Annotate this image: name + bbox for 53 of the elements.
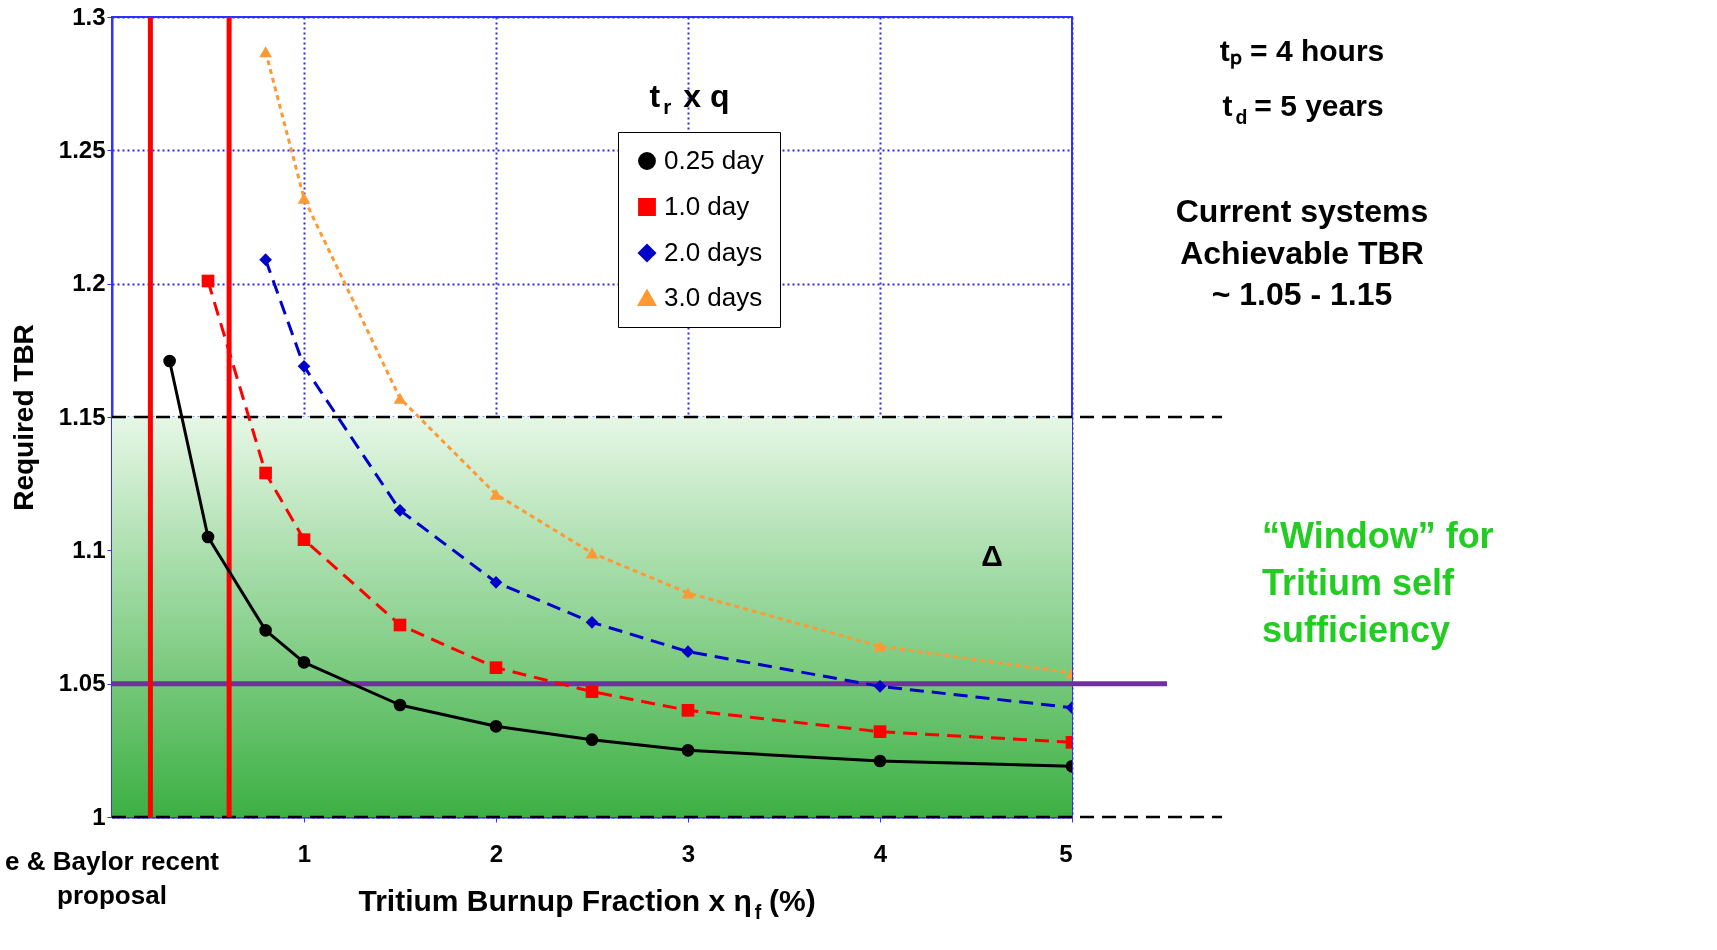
point: [259, 624, 272, 637]
point: [489, 720, 503, 733]
y-tick-label: 1.15: [58, 402, 106, 430]
point: [585, 733, 599, 746]
point: [201, 530, 215, 544]
point: [489, 488, 503, 500]
point: [201, 274, 215, 288]
point: [681, 645, 695, 658]
x-tick-label: 5: [1059, 839, 1073, 867]
text: Current systems Achievable TBR ~ 1.05 - 1.15: [1175, 193, 1429, 313]
point: [259, 46, 272, 58]
y-tick-label: 1.25: [58, 135, 106, 163]
y-tick-label: 1: [92, 802, 106, 830]
point: [393, 618, 407, 632]
point: [259, 253, 272, 266]
point: [259, 466, 272, 480]
point: [393, 698, 407, 712]
y-tick-label: 1.1: [72, 535, 106, 563]
point: [393, 392, 407, 404]
point: [585, 547, 599, 559]
point: [163, 354, 176, 368]
x-tick-label: 1: [297, 839, 312, 867]
point: [873, 640, 887, 652]
point: [489, 576, 503, 589]
point: [585, 685, 599, 698]
text: “Window” for Tritium self sufficiency: [1262, 515, 1494, 650]
point: [297, 656, 311, 669]
y-axis-title: Required TBR: [7, 324, 39, 511]
point: [297, 192, 311, 204]
text: e & Baylor recent proposal: [5, 846, 220, 910]
y-tick-label: 1.3: [72, 2, 106, 30]
legend-label: 1.0 day: [664, 191, 750, 221]
y-tick-label: 1.2: [72, 269, 106, 297]
text: tₚ = 4 hours: [1219, 34, 1385, 69]
point: [681, 744, 695, 757]
point: [393, 504, 407, 517]
point: [585, 616, 599, 629]
point: [681, 587, 695, 599]
x-tick-label: 4: [873, 839, 888, 867]
point: [297, 360, 311, 373]
x-tick-label: 3: [681, 839, 696, 867]
point: [681, 704, 695, 717]
legend-label: 2.0 days: [664, 237, 763, 267]
point: [297, 533, 311, 546]
x-tick-label: 2: [489, 839, 504, 867]
point: [873, 725, 887, 738]
annotation: Δ: [981, 539, 1003, 572]
legend-label: 0.25 day: [664, 145, 764, 175]
point: [873, 754, 887, 768]
y-tick-label: 1.05: [58, 669, 106, 697]
legend-label: 3.0 days: [664, 282, 763, 312]
point: [489, 661, 503, 674]
point: [873, 680, 887, 693]
